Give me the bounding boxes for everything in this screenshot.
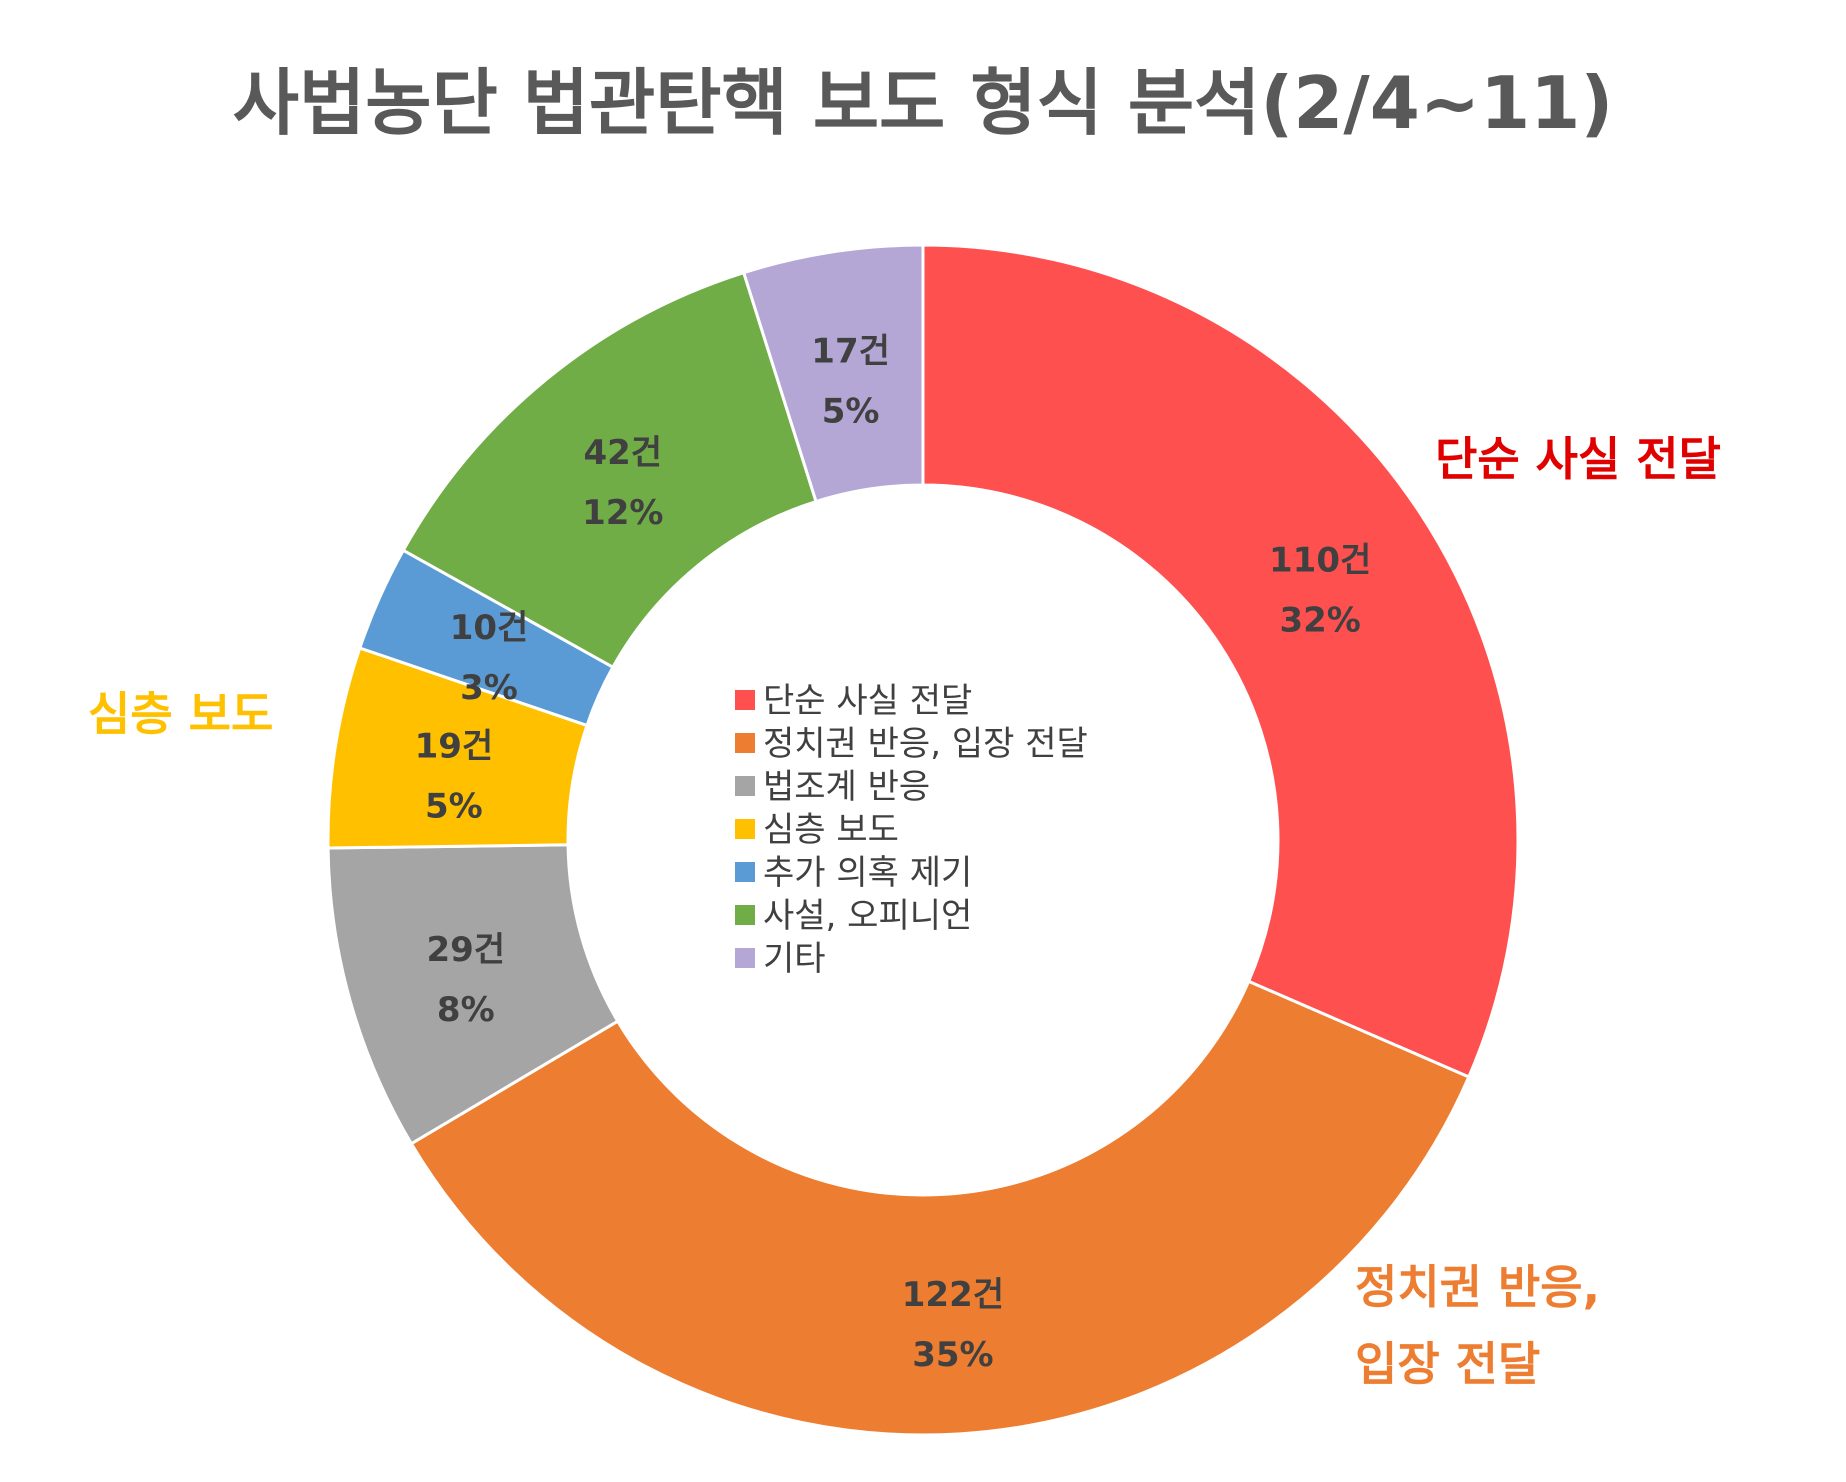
data-label-count: 122건 bbox=[902, 1275, 1004, 1315]
data-label-percent: 35% bbox=[912, 1335, 993, 1375]
legend-swatch bbox=[735, 690, 755, 710]
legend-entry: 법조계 반응 bbox=[763, 767, 930, 807]
legend-swatch bbox=[735, 733, 755, 753]
data-label-count: 10건 bbox=[450, 608, 529, 648]
legend-entry: 정치권 반응, 입장 전달 bbox=[763, 724, 1088, 764]
data-labels: 110건 32% 122건 35% 29건 8% 19건 5% 10건 3% 42건 12% 17건 5% bbox=[415, 332, 1372, 1376]
legend-swatch bbox=[735, 776, 755, 796]
data-label-count: 17건 bbox=[811, 332, 890, 372]
data-label-percent: 8% bbox=[437, 990, 495, 1030]
legend-entry: 심층 보도 bbox=[763, 810, 899, 850]
data-label-count: 29건 bbox=[426, 930, 505, 970]
data-label-percent: 5% bbox=[425, 786, 483, 826]
donut-slices bbox=[326, 243, 1520, 1437]
legend-entry: 추가 의혹 제기 bbox=[763, 853, 972, 893]
data-label-count: 42건 bbox=[583, 433, 662, 473]
data-label-count: 110건 bbox=[1269, 540, 1371, 580]
slice-5 bbox=[401, 270, 818, 670]
data-label-percent: 12% bbox=[582, 493, 663, 533]
callout-label: 정치권 반응, bbox=[1355, 1260, 1600, 1314]
data-label-percent: 3% bbox=[460, 668, 518, 708]
callout-label: 입장 전달 bbox=[1355, 1337, 1540, 1391]
data-label-percent: 5% bbox=[822, 392, 880, 432]
callout-label: 심층 보도 bbox=[88, 687, 273, 741]
slice-0 bbox=[921, 243, 1520, 1079]
data-label-percent: 32% bbox=[1279, 600, 1360, 640]
slice-1 bbox=[409, 979, 1471, 1437]
legend-swatch bbox=[735, 819, 755, 839]
callout-label: 단순 사실 전달 bbox=[1435, 432, 1721, 486]
slice-6 bbox=[741, 243, 925, 504]
chart-title: 사법농단 법관탄핵 보도 형식 분석(2/4~11) bbox=[233, 61, 1613, 145]
legend-entry: 단순 사실 전달 bbox=[763, 681, 972, 721]
legend-entry: 사설, 오피니언 bbox=[763, 896, 972, 936]
data-label-count: 19건 bbox=[415, 726, 494, 766]
legend-swatch bbox=[735, 905, 755, 925]
legend-swatch bbox=[735, 948, 755, 968]
legend-swatch bbox=[735, 862, 755, 882]
legend-entry: 기타 bbox=[763, 939, 826, 979]
